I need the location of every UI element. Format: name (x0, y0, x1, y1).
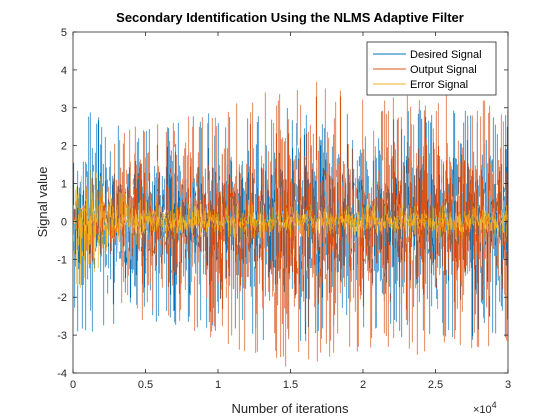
x-tick-label: 3 (505, 379, 511, 391)
legend-label-error-signal: Error Signal (410, 79, 468, 91)
y-axis-label: Signal value (35, 167, 50, 238)
x-tick-label: 0 (70, 379, 76, 391)
x-tick-label: 1 (215, 379, 221, 391)
y-tick-label: 1 (61, 179, 67, 191)
y-tick-label: 2 (61, 141, 67, 153)
x-tick-label: 2 (360, 379, 366, 391)
y-tick-label: 5 (61, 27, 67, 39)
y-axis-ticks: -4 -3 -2 -1 0 1 2 3 4 5 (57, 27, 508, 380)
x-tick-label: 0.5 (138, 379, 153, 391)
y-tick-label: -2 (57, 292, 67, 304)
y-tick-label: 0 (61, 216, 67, 228)
x-axis-ticks: 0 0.5 1 1.5 2 2.5 3 (70, 32, 511, 391)
y-tick-label: -1 (57, 254, 67, 266)
legend: Desired Signal Output Signal Error Signal (366, 41, 497, 96)
legend-label-desired-signal: Desired Signal (410, 49, 482, 61)
x-tick-label: 2.5 (428, 379, 443, 391)
y-tick-label: -3 (57, 330, 67, 342)
chart-title: Secondary Identification Using the NLMS … (116, 10, 464, 25)
y-tick-label: 4 (61, 65, 67, 77)
x-axis-multiplier: ×104 (473, 400, 497, 416)
x-axis-label: Number of iterations (231, 401, 349, 416)
x-axis-multiplier-exponent: 4 (492, 400, 497, 410)
y-tick-label: -4 (57, 368, 67, 380)
legend-label-output-signal: Output Signal (410, 64, 477, 76)
x-axis-multiplier-base: ×10 (473, 404, 492, 416)
x-tick-label: 1.5 (283, 379, 298, 391)
y-tick-label: 3 (61, 103, 67, 115)
